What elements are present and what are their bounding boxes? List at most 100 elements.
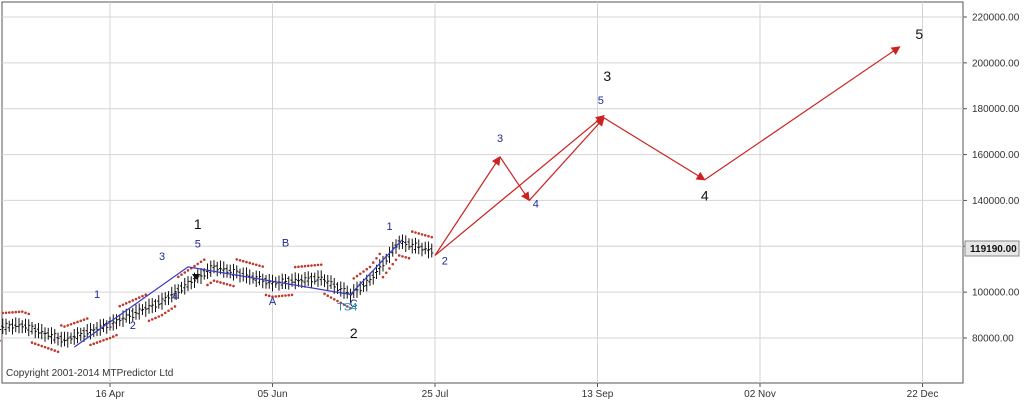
wave-label: 1	[194, 216, 202, 232]
wave-label: 1	[386, 221, 392, 233]
stop-dot	[115, 333, 118, 337]
stop-dot	[17, 310, 21, 314]
stop-dot	[368, 265, 372, 269]
stop-dot	[378, 252, 382, 256]
wave-label: 2	[350, 325, 358, 341]
wave-label: 3	[497, 133, 503, 145]
stop-dot	[287, 293, 291, 297]
stop-dot	[267, 294, 271, 298]
x-tick-label: 25 Jul	[422, 389, 449, 400]
stop-dot	[232, 284, 235, 288]
stop-dot	[11, 311, 14, 314]
stop-dot	[131, 299, 135, 302]
stop-dot	[102, 338, 105, 342]
stop-dot	[394, 258, 398, 262]
projection-segment	[528, 117, 605, 201]
stop-dot	[323, 292, 326, 296]
last-price-value: 119190.00	[970, 244, 1017, 255]
stop-dot	[251, 262, 255, 266]
stop-dot	[329, 296, 333, 299]
stop-dot	[111, 335, 115, 338]
stop-dot	[108, 336, 112, 340]
stop-dot	[209, 281, 213, 285]
stop-dot	[0, 339, 1, 342]
stop-dot	[53, 349, 57, 352]
wave-trendline	[73, 238, 403, 348]
x-tick-label: 02 Nov	[744, 389, 776, 400]
stop-dot	[206, 283, 209, 287]
stop-dot	[63, 325, 66, 328]
stop-dot	[235, 258, 239, 261]
stop-dot	[225, 282, 229, 286]
stop-dot	[27, 312, 31, 316]
stop-dot	[248, 261, 252, 265]
y-tick-label: 200000.00	[972, 58, 1020, 69]
stop-dot	[375, 256, 378, 260]
stop-dot	[180, 273, 183, 276]
stop-dot	[98, 340, 102, 343]
stop-dot	[137, 296, 141, 299]
stop-dot	[384, 271, 388, 275]
stop-dot	[313, 263, 317, 267]
wave-label: 5	[195, 238, 201, 250]
stop-dot	[300, 265, 304, 268]
stop-dot	[14, 310, 18, 314]
stop-dot	[176, 275, 180, 279]
stop-dot	[43, 345, 47, 349]
stop-dot	[358, 272, 362, 276]
stop-dot	[134, 297, 138, 301]
stop-dot	[141, 294, 144, 298]
stop-dot	[427, 234, 430, 238]
stop-dot	[66, 324, 70, 327]
stop-dot	[4, 311, 8, 315]
projection-segment-direct	[434, 114, 605, 256]
stop-dot	[105, 337, 109, 341]
stop-dot	[79, 319, 83, 323]
stop-dot	[89, 343, 92, 347]
last-price-box	[964, 240, 1020, 257]
wave-label: TS4	[337, 301, 357, 313]
stop-dot	[92, 342, 96, 346]
stop-dot	[245, 260, 248, 264]
projection-segment	[499, 156, 530, 202]
stop-dot	[95, 341, 99, 344]
stop-dot	[196, 262, 200, 266]
stop-dot	[274, 295, 278, 298]
stop-dot	[20, 310, 24, 313]
stop-dot	[355, 274, 359, 278]
stop-dot	[430, 235, 434, 239]
projection-segment	[704, 46, 901, 181]
stop-dot	[352, 277, 356, 280]
y-tick-label: 140000.00	[972, 196, 1020, 207]
stop-dot	[316, 263, 320, 267]
stop-dot	[7, 311, 11, 314]
stop-dot	[332, 297, 336, 301]
x-tick-label: 16 Apr	[96, 389, 126, 400]
projection-segment	[434, 156, 501, 256]
stop-dot	[76, 320, 79, 324]
y-tick-label: 80000.00	[972, 334, 1014, 345]
stop-dot	[144, 293, 148, 297]
stop-dot	[284, 294, 287, 297]
stop-dot	[186, 269, 190, 272]
stop-dot	[319, 263, 323, 266]
stop-dot	[124, 302, 128, 305]
x-tick-label: 13 Sep	[582, 389, 614, 400]
stop-dot	[167, 309, 170, 313]
copyright-notice: Copyright 2001-2014 MTPredictor Ltd	[6, 368, 174, 379]
stop-dot	[339, 301, 343, 305]
stop-dot	[404, 255, 408, 259]
wave-label: 3	[159, 251, 165, 263]
stop-dot	[121, 303, 125, 307]
stop-dot	[59, 324, 63, 327]
stop-dot	[238, 258, 242, 262]
wave-label: 4	[533, 198, 539, 210]
wave-label: C	[350, 298, 358, 310]
wave-label: 2	[442, 256, 448, 268]
stop-dot	[410, 230, 414, 233]
stop-dot	[228, 283, 232, 287]
x-tick-label: 05 Jun	[257, 389, 287, 400]
wave-label: 2	[130, 320, 136, 332]
